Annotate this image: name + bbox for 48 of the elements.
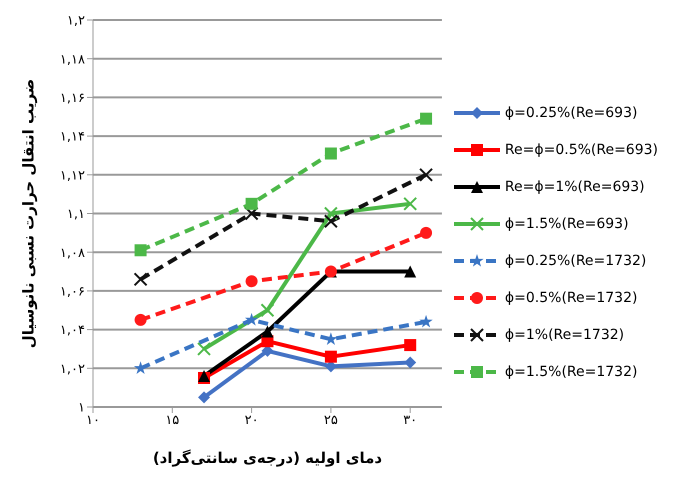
- y-tick-label: ۱,۰۶: [60, 284, 85, 300]
- point: [404, 356, 416, 368]
- point: [244, 206, 259, 220]
- y-tick-label: ۱,۱۴: [60, 130, 86, 145]
- point: [134, 244, 147, 256]
- legend-label: ϕ=0.25%(Re=693): [504, 105, 638, 121]
- y-tick-label: ۱,۱۲: [60, 168, 86, 184]
- point: [197, 342, 212, 356]
- y-tick-label: ۱,۰۴: [60, 323, 86, 338]
- y-tick-label: ۱,۰۲: [60, 362, 86, 377]
- point: [420, 226, 432, 239]
- y-tick-label: ۱,۱۶: [60, 91, 85, 106]
- y-tick-label: ۱,۰۸: [60, 246, 86, 261]
- legend-label: Re=ϕ=1%(Re=693): [504, 179, 645, 195]
- point: [420, 112, 432, 125]
- point: [404, 266, 416, 278]
- legend-label: ϕ=1%(Re=1732): [504, 327, 624, 343]
- point: [246, 275, 258, 288]
- legend-label: ϕ=0.25%(Re=1732): [504, 253, 646, 269]
- legend-label: ϕ=1.5%(Re=693): [504, 216, 629, 232]
- x-axis-title: دمای اولیه (درجه‌ی سانتی‌گراد): [152, 449, 382, 467]
- x-tick-label: ۳۰: [403, 413, 418, 428]
- point: [260, 303, 274, 318]
- point: [324, 350, 337, 363]
- point: [244, 312, 258, 326]
- legend-label: Re=ϕ=0.5%(Re=693): [504, 142, 658, 158]
- point: [404, 339, 416, 352]
- y-tick-label: ۱,۱: [66, 207, 85, 222]
- point: [324, 148, 337, 160]
- y-tick-label: ۱,۱۸: [60, 52, 86, 68]
- y-axis-title: ضریب انتقال حرارت نسبی نانوسیال: [19, 78, 38, 348]
- point: [324, 214, 338, 228]
- point: [246, 198, 258, 210]
- point: [403, 196, 418, 211]
- x-tick-label: ۱۵: [165, 413, 180, 428]
- point: [134, 314, 147, 326]
- y-tick-label: ۱,۲: [66, 14, 86, 29]
- legend-label: ϕ=0.5%(Re=1732): [504, 290, 638, 306]
- y-tick-label: ۱: [78, 400, 85, 416]
- point: [198, 391, 210, 404]
- x-tick-label: ۲۰: [244, 413, 259, 428]
- legend-label: ϕ=1.5%(Re=1732): [504, 364, 638, 380]
- point: [419, 168, 434, 182]
- point: [134, 272, 148, 286]
- x-tick-label: ۱۰: [86, 413, 100, 428]
- point: [419, 314, 433, 328]
- x-tick-label: ۲۵: [324, 413, 338, 428]
- point: [261, 326, 274, 338]
